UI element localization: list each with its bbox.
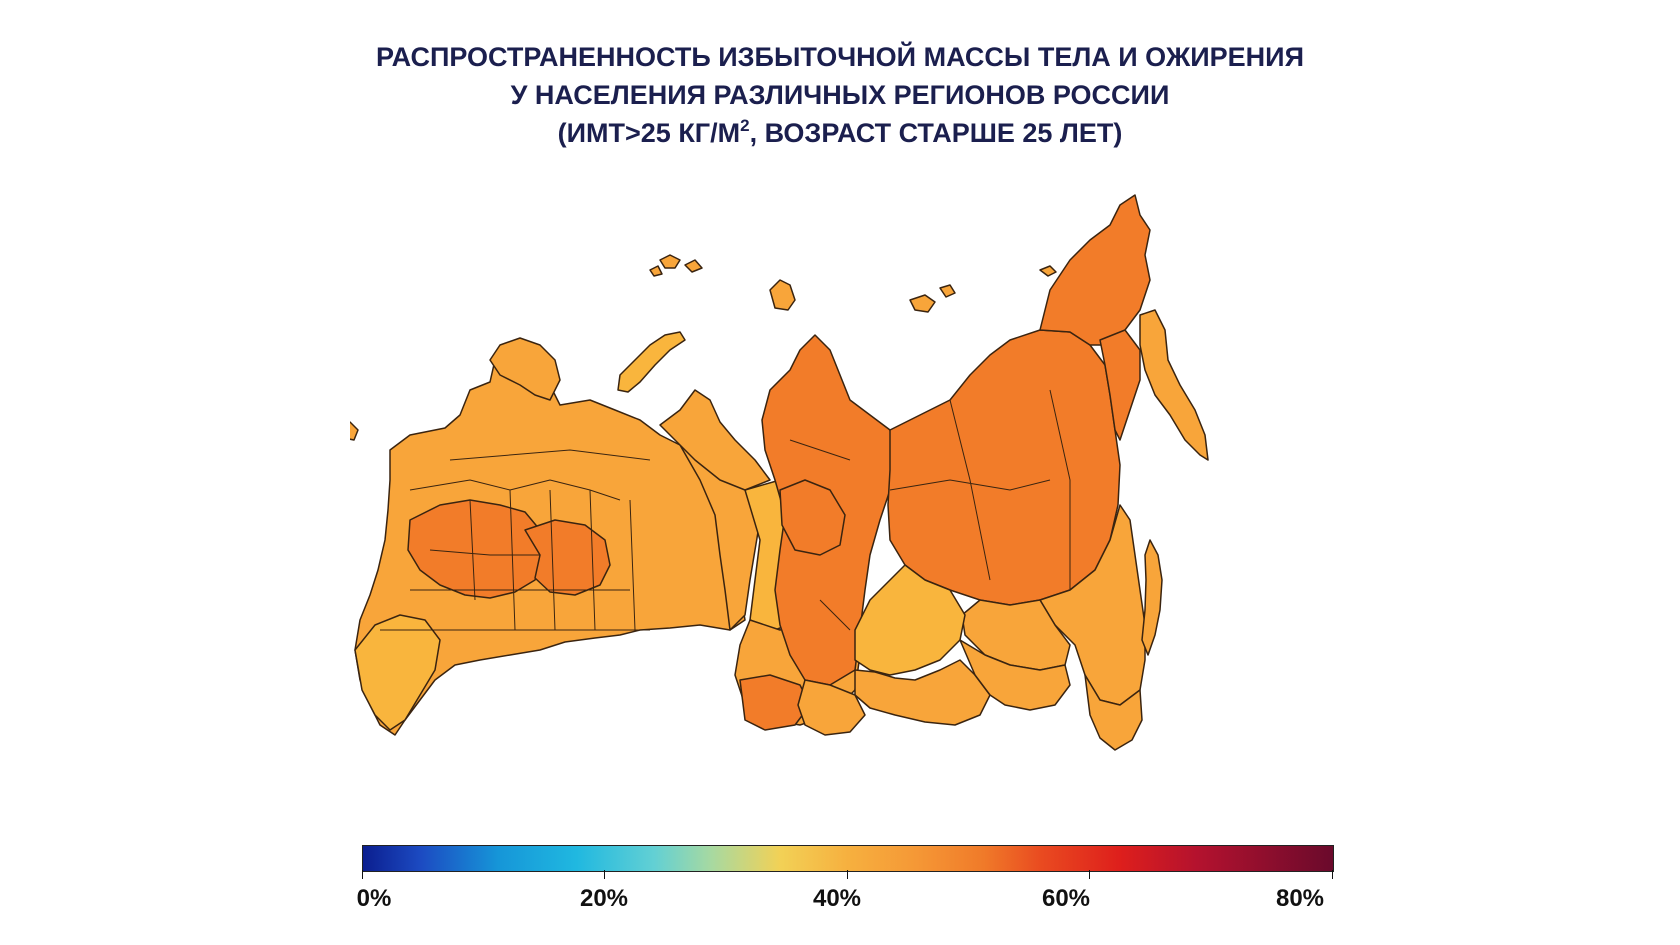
colorbar-tick-60 <box>1089 870 1090 879</box>
colorbar-label-80: 80% <box>1275 885 1325 912</box>
border-lines-east <box>789 389 1071 631</box>
title-line-3-part-a: (ИМТ>25 КГ/М <box>557 118 741 148</box>
title-line-2: У НАСЕЛЕНИЯ РАЗЛИЧНЫХ РЕГИОНОВ РОССИИ <box>510 80 1170 110</box>
russia-regions-map <box>350 194 1209 751</box>
border-lines-west <box>380 449 651 631</box>
title-line-1: РАСПРОСТРАНЕННОСТЬ ИЗБЫТОЧНОЙ МАССЫ ТЕЛА… <box>376 42 1304 72</box>
island-novaya-zemlya <box>617 331 686 393</box>
colorbar-label-40: 40% <box>812 885 862 912</box>
colorbar-label-60: 60% <box>1041 885 1091 912</box>
title-line-3-part-b: , ВОЗРАСТ СТАРШЕ 25 ЛЕТ) <box>749 118 1123 148</box>
region-yamal <box>659 389 771 491</box>
chart-title: РАСПРОСТРАНЕННОСТЬ ИЗБЫТОЧНОЙ МАССЫ ТЕЛА… <box>0 38 1680 152</box>
island-franz-josef <box>649 254 703 277</box>
region-sakhalin <box>1141 539 1163 656</box>
colorbar-label-0: 0% <box>356 885 392 912</box>
region-taimyr-inner <box>779 479 846 556</box>
region-volga <box>524 519 611 596</box>
kaliningrad <box>350 421 359 441</box>
colorbar-tick-0 <box>362 870 363 879</box>
island-novosibirsk <box>909 284 956 313</box>
island-severnaya-zemlya <box>769 279 796 311</box>
region-primorye <box>1084 674 1143 751</box>
region-kamchatka <box>1139 309 1209 461</box>
colorbar-tick-80 <box>1332 870 1333 879</box>
region-south <box>354 614 441 731</box>
title-line-3: (ИМТ>25 КГ/М2, ВОЗРАСТ СТАРШЕ 25 ЛЕТ) <box>0 114 1680 152</box>
region-yakutia <box>887 329 1121 606</box>
colorbar-label-20: 20% <box>579 885 629 912</box>
region-zabaikalsky <box>959 639 1071 711</box>
region-tyva <box>797 679 866 736</box>
colorbar-tick-40 <box>847 870 848 879</box>
region-magadan <box>1099 329 1141 441</box>
region-irkutsk <box>854 564 966 676</box>
region-chukotka <box>1039 194 1151 346</box>
title-superscript: 2 <box>740 116 750 135</box>
colorbar-tick-20 <box>604 870 605 879</box>
colorbar <box>362 845 1334 872</box>
island-wrangel <box>1039 265 1057 277</box>
region-kola <box>489 337 561 401</box>
